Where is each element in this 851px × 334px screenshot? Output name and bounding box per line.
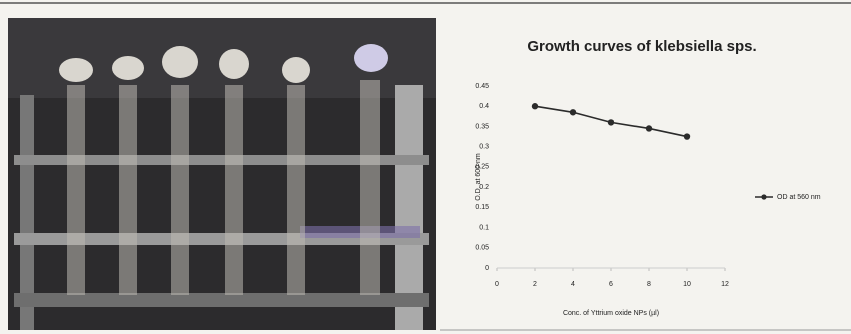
- x-tick-label: 6: [609, 281, 613, 288]
- chart-title: Growth curves of klebsiella sps.: [527, 38, 756, 55]
- rack-shelf: [14, 155, 429, 165]
- tube-cap: [59, 58, 93, 82]
- rack-post: [395, 85, 423, 330]
- tubes: [59, 44, 388, 295]
- y-tick-label: 0: [485, 265, 489, 272]
- x-tick-label: 8: [647, 281, 651, 288]
- tube: [67, 85, 85, 295]
- y-tick-label: 0.05: [475, 245, 489, 252]
- tube: [360, 80, 380, 295]
- legend-marker: [761, 194, 767, 200]
- rack-post: [20, 95, 34, 330]
- tube: [287, 85, 305, 295]
- y-tick-label: 0.45: [475, 83, 489, 90]
- data-point: [607, 119, 615, 126]
- x-tick-label: 10: [683, 281, 691, 288]
- y-tick-label: 0.4: [479, 103, 489, 110]
- y-tick-label: 0.35: [475, 123, 489, 130]
- tube-cap: [354, 44, 388, 72]
- x-tick-label: 2: [533, 281, 537, 288]
- photo: [8, 18, 436, 330]
- tube-cap: [282, 57, 310, 83]
- x-tick-label: 12: [721, 281, 729, 288]
- data-point: [569, 109, 577, 116]
- tube-cap: [219, 49, 249, 79]
- tube: [119, 85, 137, 295]
- legend-label: OD at 560 nm: [777, 194, 821, 201]
- rack-shelf: [14, 293, 429, 307]
- x-tick-label: 0: [495, 281, 499, 288]
- data-point: [645, 125, 653, 132]
- tube-cap: [162, 46, 198, 78]
- x-axis-label: Conc. of Yttrium oxide NPs (µl): [563, 310, 659, 317]
- y-tick-label: 0.15: [475, 204, 489, 211]
- y-axis-label: O.D. at 600 nm: [475, 153, 482, 201]
- y-tick-label: 0.2: [479, 184, 489, 191]
- tube: [171, 85, 189, 295]
- x-tick-label: 4: [571, 281, 575, 288]
- tube: [225, 85, 243, 295]
- data-point: [531, 103, 539, 110]
- data-point: [683, 133, 691, 140]
- y-tick-label: 0.25: [475, 164, 489, 171]
- tube-cap: [112, 56, 144, 80]
- y-tick-label: 0.1: [479, 224, 489, 231]
- y-tick-label: 0.3: [479, 144, 489, 151]
